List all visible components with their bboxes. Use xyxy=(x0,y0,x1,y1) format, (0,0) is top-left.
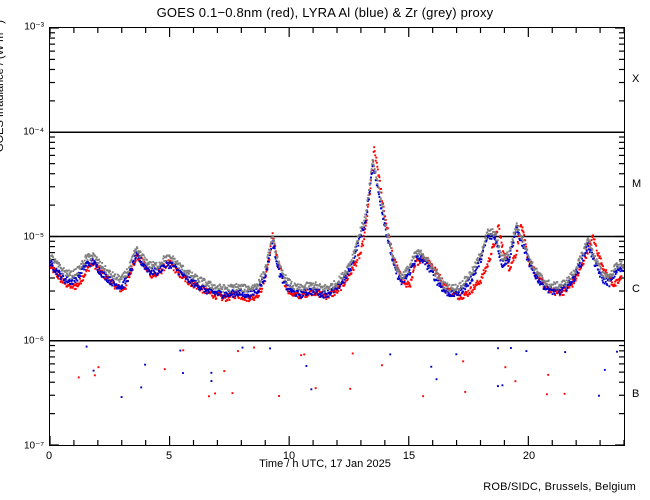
plot-canvas xyxy=(50,28,624,445)
chart-title: GOES 0.1−0.8nm (red), LYRA Al (blue) & Z… xyxy=(156,5,494,20)
y-axis-label: GOES Irradiance / (W m−2) xyxy=(0,20,6,152)
y-tick-label: 10⁻⁵ xyxy=(23,231,44,242)
x-tick-label: 15 xyxy=(402,450,416,462)
x-tick-label: 10 xyxy=(282,450,296,462)
series-2 xyxy=(50,158,624,293)
x-tick-label: 0 xyxy=(45,450,53,462)
x-tick-label: 20 xyxy=(522,450,536,462)
y-tick-label: 10⁻⁴ xyxy=(23,126,44,138)
x-axis-label: Time / h UTC, 17 Jan 2025 xyxy=(259,458,391,470)
y-tick-label: 10⁻⁷ xyxy=(23,440,44,452)
plot-frame xyxy=(49,27,625,446)
flare-class-C: C xyxy=(632,282,640,295)
flare-class-M: M xyxy=(632,178,642,191)
flare-class-B: B xyxy=(632,387,640,400)
y-tick-label: 10⁻⁶ xyxy=(23,335,44,347)
flare-class-X: X xyxy=(632,73,640,86)
credit-text: ROB/SIDC, Brussels, Belgium xyxy=(483,481,636,493)
y-tick-label: 10⁻³ xyxy=(24,21,44,33)
x-tick-label: 5 xyxy=(165,450,173,462)
